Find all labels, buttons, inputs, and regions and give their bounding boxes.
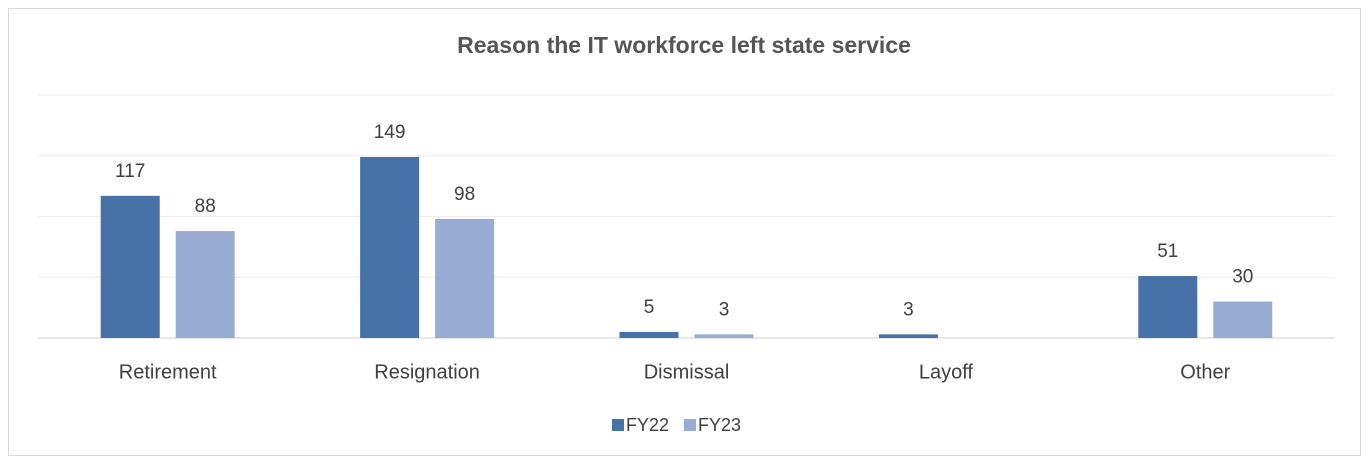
legend-label: FY22 <box>626 415 669 435</box>
data-label: 149 <box>374 122 406 143</box>
chart-title: Reason the IT workforce left state servi… <box>457 32 911 58</box>
data-label: 117 <box>115 161 145 182</box>
bar <box>1138 276 1198 338</box>
data-label: 98 <box>454 184 475 205</box>
legend-label: FY23 <box>698 415 741 435</box>
data-label: 5 <box>644 297 655 318</box>
bar <box>1213 301 1273 338</box>
data-label: 30 <box>1232 267 1253 288</box>
x-tick-label: Retirement <box>119 361 217 383</box>
x-tick-label: Dismissal <box>644 361 730 383</box>
bar <box>694 334 754 338</box>
x-tick-label: Other <box>1180 361 1230 383</box>
x-tick-label: Layoff <box>919 361 974 383</box>
bar <box>619 331 679 338</box>
legend-swatch <box>612 419 624 431</box>
data-label: 88 <box>195 196 216 217</box>
bar <box>878 334 938 338</box>
bar <box>435 218 495 338</box>
data-label: 3 <box>719 299 730 320</box>
legend-swatch <box>684 419 696 431</box>
bar <box>100 195 160 338</box>
x-tick-label: Resignation <box>374 361 480 383</box>
data-label: 3 <box>903 299 914 320</box>
bar <box>175 231 235 338</box>
bar <box>360 156 420 338</box>
data-label: 51 <box>1157 241 1178 262</box>
